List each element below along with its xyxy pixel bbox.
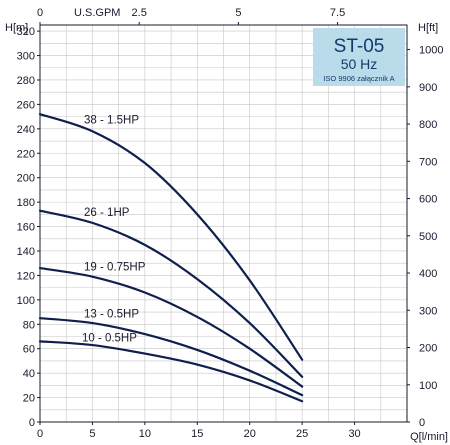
bottom-tick-label: 25 (296, 428, 308, 440)
series-label: 38 - 1.5HP (84, 115, 139, 127)
top-tick-label: 5 (235, 7, 241, 19)
right-tick-label: 600 (419, 194, 437, 206)
right-tick-label: 700 (419, 156, 437, 168)
left-tick-label: 280 (17, 75, 35, 87)
top-tick-label: 7.5 (330, 7, 345, 19)
chart-title: ST-05 (334, 36, 385, 57)
chart-badge: ST-05 50 Hz ISO 9906 załącznik A (313, 28, 405, 86)
right-tick-label: 300 (419, 305, 437, 317)
left-tick-label: 80 (23, 319, 35, 331)
bottom-tick-label: 20 (244, 428, 256, 440)
right-tick-label: 100 (419, 380, 437, 392)
right-axis-label: H[ft] (418, 22, 438, 34)
series-layer: 38 - 1.5HP 26 - 1HP 19 - 0.75HP 13 - 0.5HP 1… (38, 113, 304, 403)
left-tick-label: 40 (23, 368, 35, 380)
bottom-tick-label: 30 (348, 428, 360, 440)
series-label: 26 - 1HP (84, 207, 130, 219)
axis-layer: 0204060801001201401601802002202402602803… (17, 7, 444, 440)
series-curve (38, 209, 304, 378)
right-tick-label: 400 (419, 268, 437, 280)
series-label: 13 - 0.5HP (84, 308, 139, 320)
top-tick-label: 2.5 (132, 7, 147, 19)
grid-layer (39, 25, 408, 423)
series-curve (38, 113, 304, 361)
right-tick-label: 800 (419, 119, 437, 131)
right-tick-label: 1000 (419, 45, 443, 57)
series-curve (38, 340, 304, 403)
left-tick-label: 260 (17, 99, 35, 111)
bottom-tick-label: 5 (89, 428, 95, 440)
bottom-axis-label: Q[l/min] (410, 431, 448, 443)
left-tick-label: 20 (23, 393, 35, 405)
left-tick-label: 300 (17, 51, 35, 63)
left-tick-label: 100 (17, 295, 35, 307)
series-curve (38, 266, 304, 388)
bottom-tick-label: 0 (37, 428, 43, 440)
left-axis-label: H[m] (5, 22, 28, 34)
right-tick-label: 200 (419, 343, 437, 355)
right-tick-label: 500 (419, 231, 437, 243)
left-tick-label: 120 (17, 270, 35, 282)
bottom-tick-label: 10 (139, 428, 151, 440)
bottom-tick-label: 15 (191, 428, 203, 440)
left-tick-label: 60 (23, 344, 35, 356)
left-tick-label: 0 (29, 417, 35, 429)
left-tick-label: 320 (17, 26, 35, 38)
chart-subtitle: 50 Hz (341, 56, 378, 72)
right-tick-label: 900 (419, 82, 437, 94)
series-curve (38, 317, 304, 397)
series-label: 19 - 0.75HP (84, 261, 146, 273)
left-tick-label: 200 (17, 173, 35, 185)
top-axis-label: U.S.GPM (74, 7, 120, 19)
left-tick-label: 140 (17, 246, 35, 258)
chart-note: ISO 9906 załącznik A (323, 74, 394, 83)
series-label: 10 - 0.5HP (82, 332, 137, 344)
left-tick-label: 220 (17, 148, 35, 160)
right-tick-label: 0 (419, 417, 425, 429)
plot-frame (39, 24, 408, 423)
top-tick-label: 0 (37, 7, 43, 19)
left-tick-label: 240 (17, 124, 35, 136)
left-tick-label: 180 (17, 197, 35, 209)
badge-background (313, 28, 405, 86)
left-tick-label: 160 (17, 222, 35, 234)
